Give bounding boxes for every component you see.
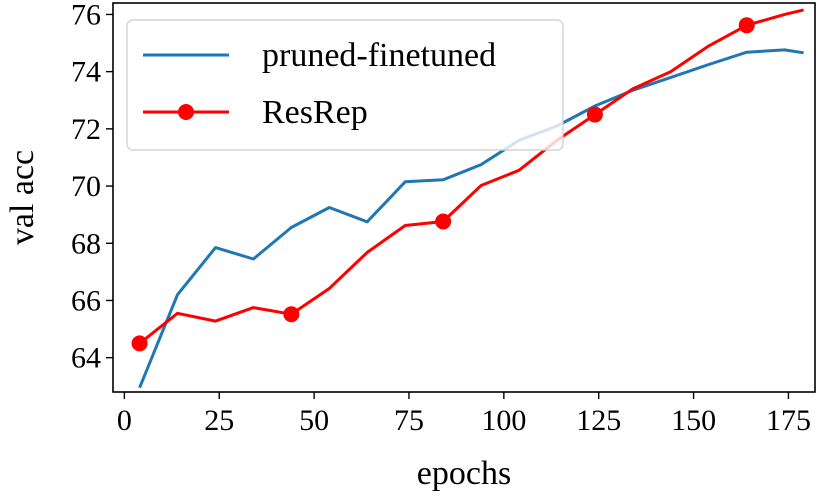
y-tick-label: 72 xyxy=(71,113,101,146)
axes xyxy=(112,2,816,393)
legend: pruned-finetuned ResRep xyxy=(126,19,564,151)
x-tick-label: 125 xyxy=(576,404,621,437)
data-point-resrep xyxy=(586,106,603,123)
data-point-resrep xyxy=(738,17,755,34)
x-tick-label: 50 xyxy=(299,404,329,437)
x-tick-label: 75 xyxy=(394,404,424,437)
y-tick-label: 64 xyxy=(71,342,101,375)
x-tick-label: 25 xyxy=(204,404,234,437)
legend-marker-resrep xyxy=(178,104,194,120)
y-axis-label: val acc xyxy=(4,150,41,245)
series-line-pruned-finetuned xyxy=(138,48,804,389)
y-tick-label: 70 xyxy=(71,170,101,203)
y-tick-label: 74 xyxy=(71,56,101,89)
x-tick-label: 175 xyxy=(766,404,811,437)
x-axis-label: epochs xyxy=(417,455,511,492)
data-point-resrep xyxy=(131,335,148,352)
x-tick-label: 150 xyxy=(671,404,716,437)
legend-box xyxy=(126,19,564,151)
legend-label-pruned-finetuned: pruned-finetuned xyxy=(262,37,496,74)
plot-area xyxy=(131,8,804,389)
tick-labels: 0 25 50 75 100 125 150 175 64 66 68 70 72 74 76 xyxy=(71,0,811,437)
plot-frame xyxy=(112,2,816,393)
y-tick-label: 66 xyxy=(71,284,101,317)
y-tick-label: 68 xyxy=(71,227,101,260)
y-tick-label: 76 xyxy=(71,0,101,31)
data-point-resrep xyxy=(435,213,452,230)
x-tick-label: 0 xyxy=(117,404,132,437)
data-point-resrep xyxy=(283,306,300,323)
series-line-resrep xyxy=(138,8,804,345)
legend-label-resrep: ResRep xyxy=(262,94,368,131)
x-tick-label: 100 xyxy=(481,404,526,437)
